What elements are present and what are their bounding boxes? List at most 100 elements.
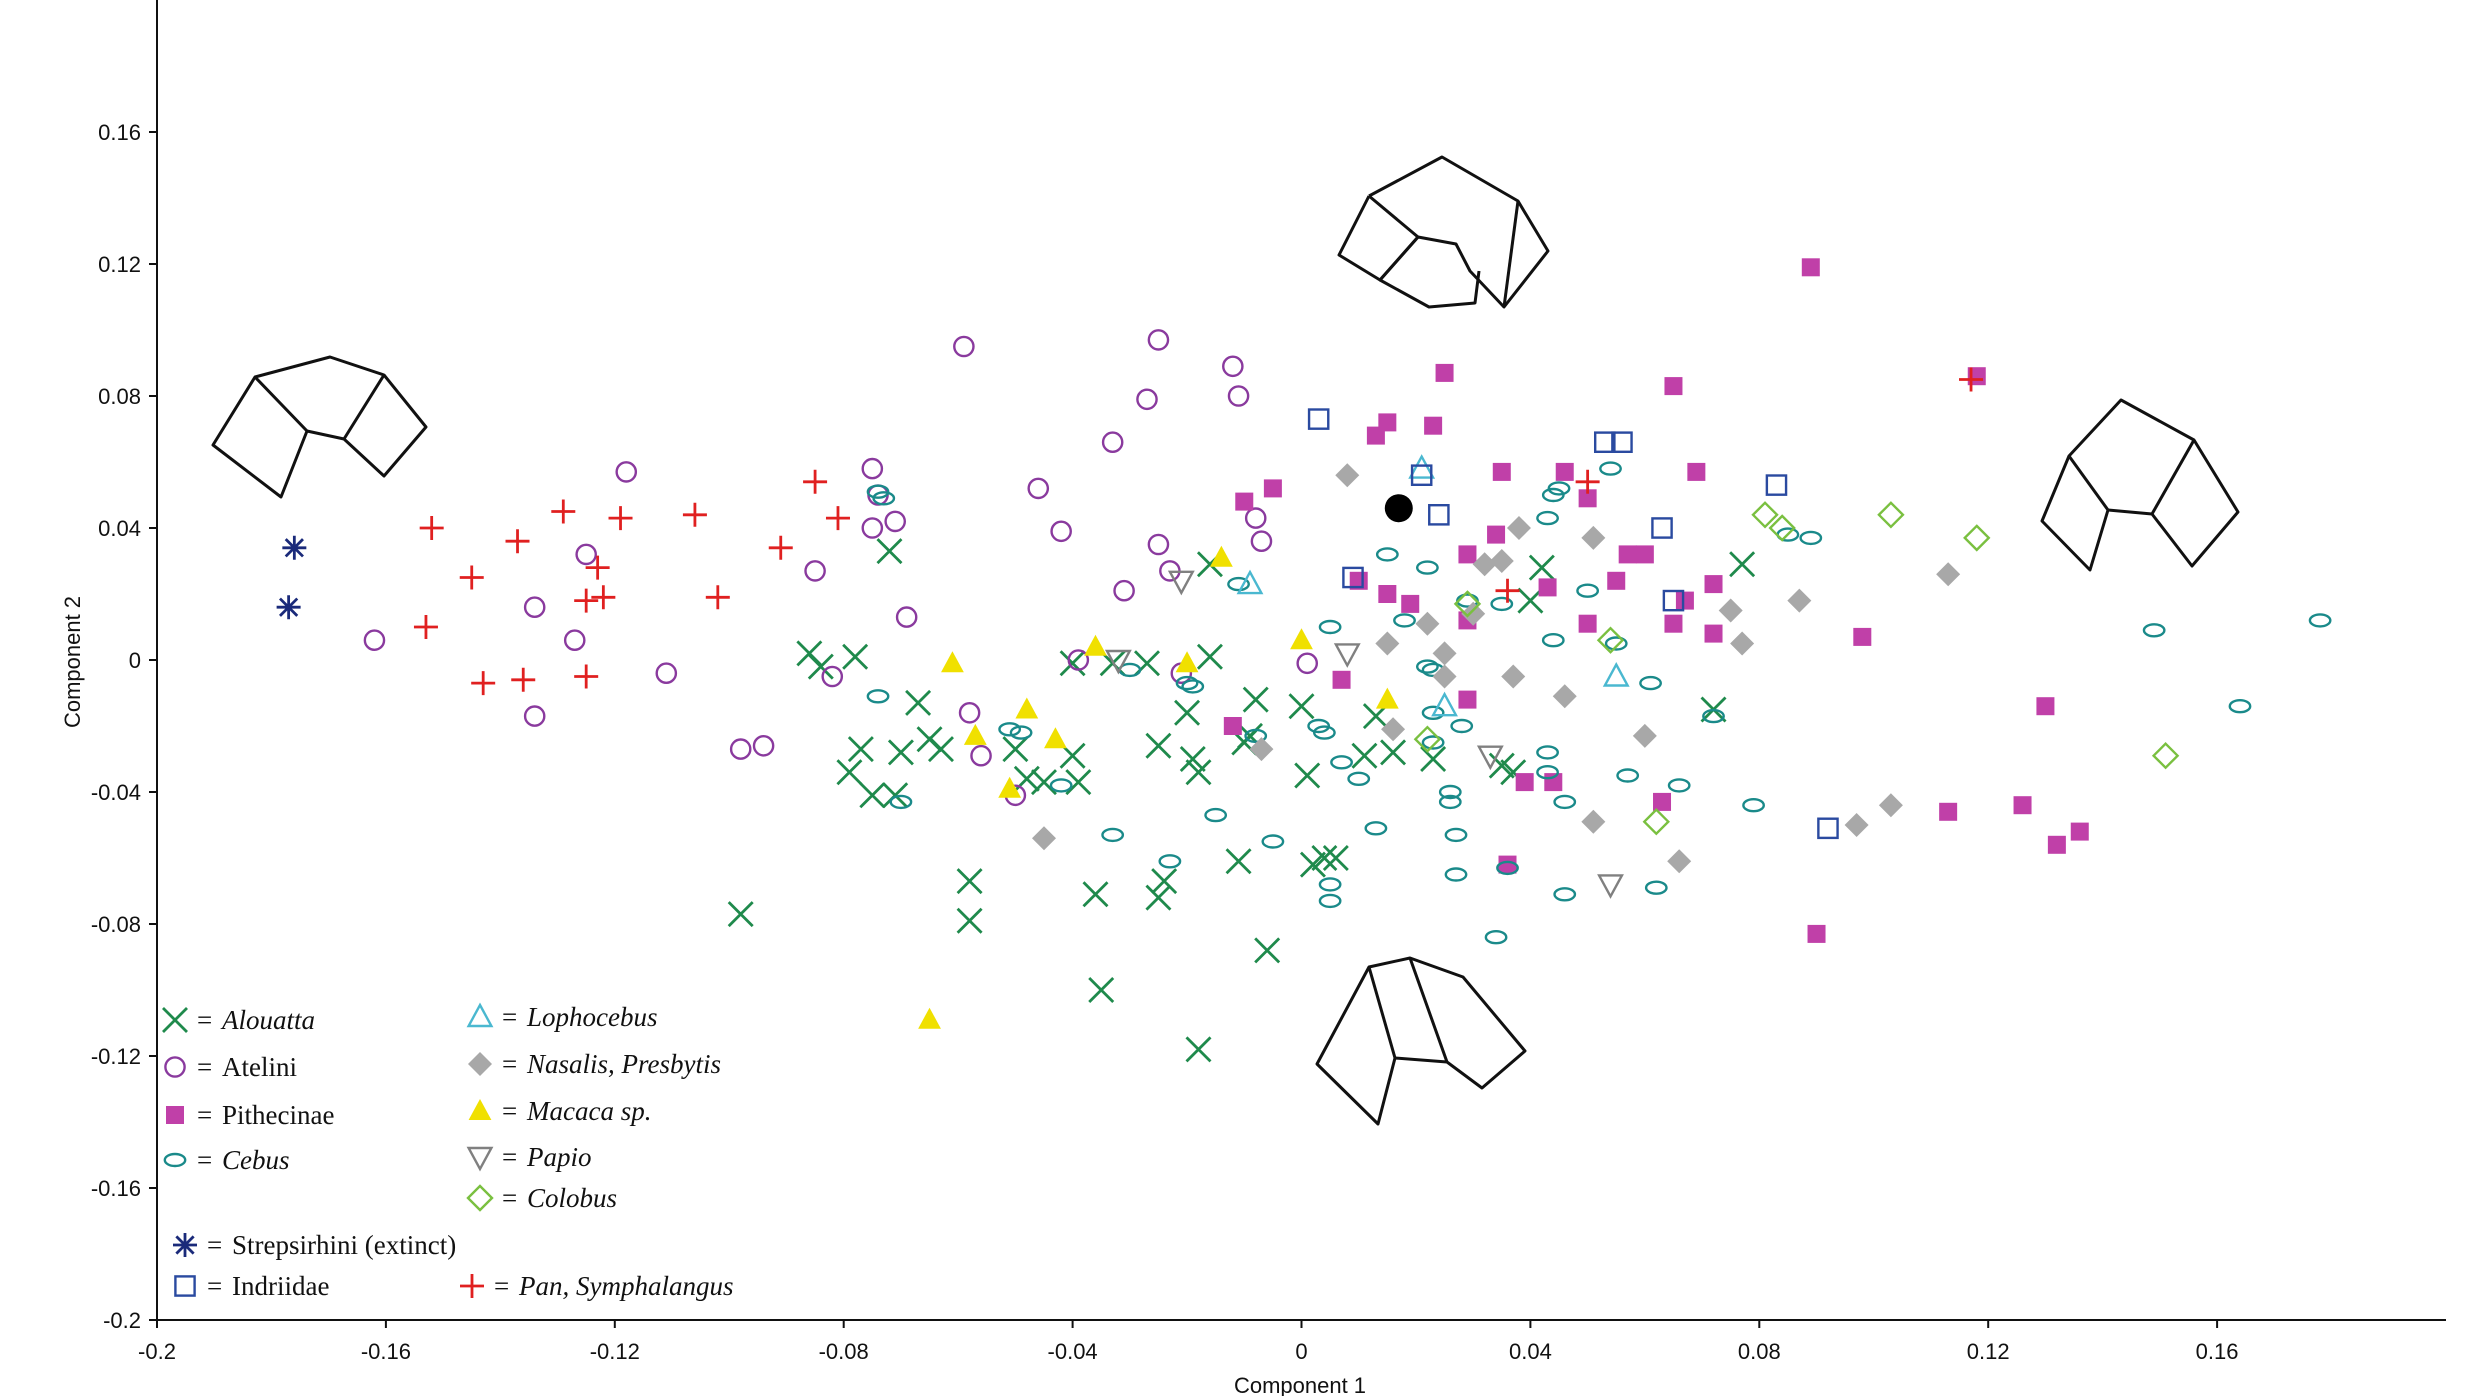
cebus-point — [1415, 560, 1439, 575]
colobus-point — [1963, 524, 1991, 552]
atelini-point — [821, 665, 844, 688]
series-papio — [1104, 570, 1624, 899]
pan-point — [413, 615, 438, 639]
legend-label: Strepsirhini (extinct) — [232, 1230, 456, 1260]
alouatta-point — [1185, 1036, 1212, 1063]
nasalis-point — [1489, 549, 1514, 573]
atelini-legend-marker — [164, 1056, 186, 1078]
pithecinae-point — [2013, 796, 2032, 815]
cebus-point — [998, 722, 1022, 737]
pan-point — [551, 499, 576, 524]
legend-label: Cebus — [222, 1145, 290, 1175]
alouatta-point — [1528, 554, 1555, 581]
y-tick-label: -0.04 — [91, 780, 141, 805]
cebus-point — [1375, 547, 1399, 562]
nasalis-point — [1632, 723, 1657, 748]
lophocebus-point — [1602, 661, 1630, 687]
y-tick-label: -0.12 — [91, 1044, 141, 1069]
series-cebus — [866, 461, 2332, 945]
cebus-legend-marker — [163, 1152, 187, 1168]
colobus-legend-marker — [466, 1184, 494, 1212]
atelini-point — [363, 629, 386, 652]
pithecinae-point — [1801, 258, 1820, 277]
cebus-point — [1204, 807, 1228, 823]
x-tick-label: -0.16 — [361, 1339, 411, 1364]
tooth-outline-top — [1337, 155, 1550, 309]
papio-point — [1167, 570, 1195, 596]
legend-item-macaca: = Macaca sp. — [468, 1096, 651, 1126]
pan-point — [682, 502, 707, 527]
pithecinae-point — [2047, 835, 2066, 854]
nasalis-point — [1936, 562, 1961, 587]
y-tick-label: 0.08 — [98, 384, 141, 409]
legend-prefix: = — [197, 1145, 212, 1175]
atelini-point — [861, 517, 884, 539]
pithecinae-point — [1704, 624, 1723, 643]
pithecinae-point — [1498, 855, 1517, 874]
pithecinae-point — [1544, 773, 1563, 792]
papio-point — [1333, 643, 1361, 668]
atelini-point — [895, 606, 918, 628]
alouatta-point — [1517, 587, 1544, 614]
cebus-point — [1101, 827, 1125, 843]
nasalis-legend-marker — [468, 1052, 492, 1076]
pan-point — [1575, 469, 1600, 494]
macaca-point — [1044, 727, 1067, 749]
cebus-point — [889, 794, 913, 810]
macaca-point — [1084, 634, 1107, 656]
pithecinae-point — [1378, 585, 1397, 603]
series-colobus — [1413, 501, 2180, 836]
alouatta-point — [1196, 643, 1223, 670]
legend: = Alouatta= Atelini= Pithecinae= Cebus= … — [162, 1002, 733, 1301]
alouatta-point — [1179, 746, 1206, 772]
pan-point — [591, 585, 616, 610]
alouatta-point — [1088, 977, 1115, 1003]
x-tick-label: -0.04 — [1048, 1339, 1098, 1364]
pithecinae-point — [1607, 571, 1626, 590]
pithecinae-point — [1332, 670, 1351, 689]
indriidae-point — [1307, 408, 1330, 430]
x-axis-title: Component 1 — [1234, 1373, 1366, 1396]
atelini-point — [1296, 652, 1319, 675]
alouatta-point — [1031, 769, 1057, 796]
pithecinae-point — [1939, 802, 1958, 821]
alouatta-point — [1294, 762, 1321, 789]
alouatta-point — [956, 907, 983, 934]
cebus-point — [1318, 619, 1342, 635]
atelini-point — [523, 596, 546, 619]
colobus-point — [1877, 501, 1905, 529]
legend-label: Pithecinae — [222, 1100, 334, 1130]
pithecinae-point — [1704, 575, 1723, 594]
legend-item-cebus: = Cebus — [163, 1145, 290, 1175]
alouatta-point — [1242, 686, 1269, 713]
alouatta-point — [927, 736, 954, 763]
atelini-point — [615, 461, 638, 483]
alouatta-point — [807, 653, 834, 680]
alouatta-point — [1145, 732, 1172, 759]
cebus-point — [872, 491, 896, 506]
nasalis-point — [1472, 552, 1497, 577]
alouatta-point — [1225, 848, 1252, 875]
pithecinae-point — [1853, 627, 1872, 646]
papio-point — [1476, 745, 1504, 771]
pithecinae-point — [1807, 924, 1826, 943]
y-tick-label: 0 — [129, 648, 141, 673]
pan-point — [585, 555, 610, 580]
x-tick-label: 0 — [1295, 1339, 1307, 1364]
pan-point — [705, 585, 730, 610]
pithecinae-point — [1578, 614, 1597, 633]
cebus-point — [1742, 798, 1765, 813]
pithecinae-point — [1664, 377, 1683, 396]
nasalis-point — [1415, 611, 1440, 636]
cebus-point — [866, 689, 890, 704]
pan-point — [803, 469, 828, 494]
pithecinae-point — [1664, 614, 1683, 633]
nasalis-point — [1461, 601, 1486, 626]
y-tick-label: 0.04 — [98, 516, 141, 541]
pithecinae-point — [1401, 594, 1420, 613]
pithecinae-point — [1235, 492, 1254, 511]
legend-prefix: = — [207, 1271, 222, 1301]
indriidae-point — [1611, 431, 1633, 454]
y-tick-label: -0.08 — [91, 912, 141, 937]
